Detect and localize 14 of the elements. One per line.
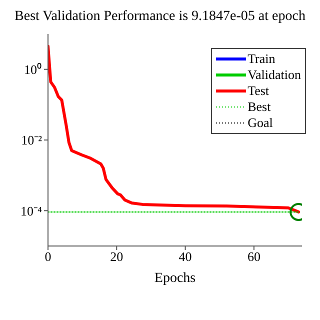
x-tick-label: 40 (178, 249, 192, 264)
legend-label: Goal (248, 115, 273, 131)
x-tick-label: 20 (110, 249, 124, 264)
legend-label: Validation (248, 67, 301, 83)
y-tick-label: 10⁻⁴ (20, 203, 42, 218)
legend-label: Best (248, 99, 271, 115)
legend-label: Train (248, 51, 276, 67)
x-axis-title: Epochs (154, 271, 196, 286)
x-tick-label: 60 (247, 249, 260, 264)
y-tick-label: 10⁻² (21, 132, 42, 148)
legend-label: Test (248, 83, 270, 99)
x-tick-label: 0 (44, 249, 52, 264)
y-tick-label: 10⁰ (24, 62, 42, 77)
chart-title: Best Validation Performance is 9.1847e-05 at epoch (14, 8, 306, 26)
